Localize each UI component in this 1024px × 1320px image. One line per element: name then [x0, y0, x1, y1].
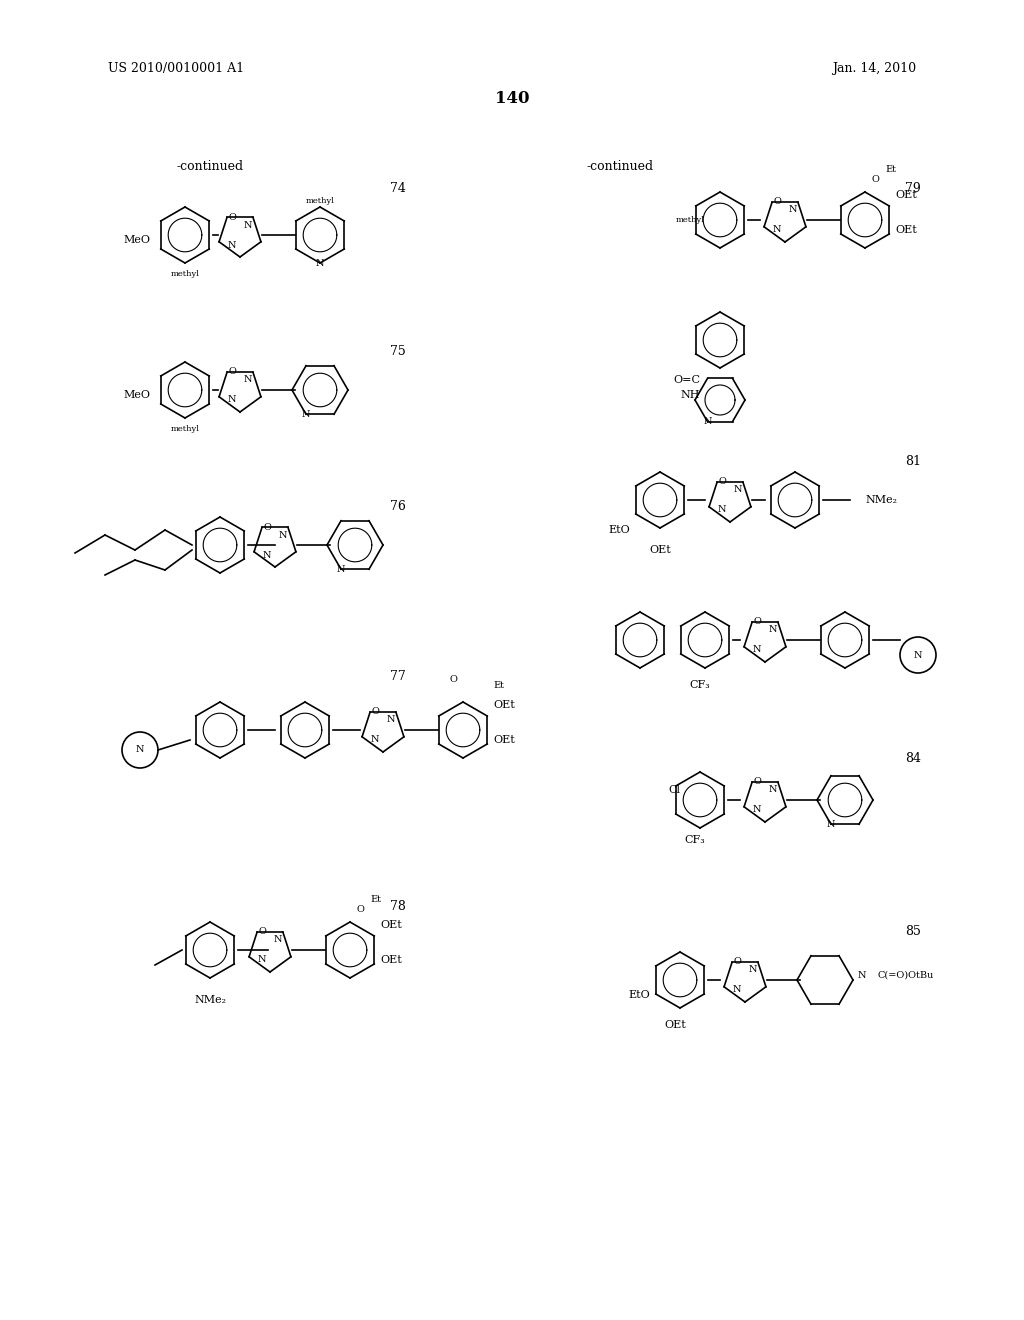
Text: O: O: [228, 367, 236, 376]
Text: N: N: [733, 986, 741, 994]
Text: O: O: [263, 523, 271, 532]
Text: methyl: methyl: [676, 216, 705, 224]
Text: N: N: [913, 651, 923, 660]
Text: N: N: [753, 805, 761, 814]
Text: CF₃: CF₃: [685, 836, 706, 845]
Text: C(=O)OtBu: C(=O)OtBu: [878, 970, 934, 979]
Text: Et: Et: [370, 895, 381, 904]
Text: 75: 75: [390, 345, 406, 358]
Text: NH: NH: [681, 389, 700, 400]
Text: 85: 85: [905, 925, 921, 939]
Text: N: N: [718, 506, 726, 515]
Text: N: N: [387, 715, 395, 725]
Text: O: O: [773, 198, 781, 206]
Text: N: N: [315, 259, 325, 268]
Text: N: N: [227, 240, 237, 249]
Text: N: N: [273, 936, 283, 945]
Text: O=C: O=C: [673, 375, 700, 385]
Text: N: N: [258, 956, 266, 965]
Text: N: N: [788, 206, 798, 214]
Text: N: N: [244, 220, 252, 230]
Text: MeO: MeO: [123, 235, 150, 246]
Text: US 2010/0010001 A1: US 2010/0010001 A1: [108, 62, 244, 75]
Text: MeO: MeO: [123, 389, 150, 400]
Text: O: O: [753, 618, 761, 627]
Text: N: N: [769, 626, 777, 635]
Text: OEt: OEt: [493, 700, 515, 710]
Text: O: O: [733, 957, 741, 966]
Text: N: N: [263, 550, 271, 560]
Text: N: N: [371, 735, 379, 744]
Text: OEt: OEt: [380, 920, 401, 931]
Text: 81: 81: [905, 455, 921, 469]
Text: methyl: methyl: [305, 197, 335, 205]
Text: N: N: [703, 417, 712, 426]
Text: N: N: [753, 645, 761, 655]
Text: NMe₂: NMe₂: [194, 995, 226, 1005]
Text: Et: Et: [885, 165, 896, 174]
Text: N: N: [734, 486, 742, 495]
Text: 76: 76: [390, 500, 406, 513]
Text: O: O: [871, 176, 879, 185]
Text: OEt: OEt: [895, 224, 916, 235]
Text: N: N: [136, 746, 144, 755]
Text: OEt: OEt: [649, 545, 671, 554]
Text: N: N: [773, 226, 781, 235]
Text: OEt: OEt: [493, 735, 515, 744]
Text: N: N: [858, 970, 866, 979]
Text: EtO: EtO: [629, 990, 650, 1001]
Text: CF₃: CF₃: [689, 680, 711, 690]
Text: OEt: OEt: [665, 1020, 686, 1030]
Text: -continued: -continued: [176, 160, 244, 173]
Text: O: O: [450, 676, 457, 685]
Text: Et: Et: [493, 681, 504, 689]
Text: N: N: [337, 565, 345, 574]
Text: N: N: [826, 820, 836, 829]
Text: methyl: methyl: [171, 271, 200, 279]
Text: N: N: [749, 965, 758, 974]
Text: O: O: [356, 906, 364, 915]
Text: 140: 140: [495, 90, 529, 107]
Text: 79: 79: [905, 182, 921, 195]
Text: 74: 74: [390, 182, 406, 195]
Text: N: N: [279, 531, 288, 540]
Text: O: O: [258, 928, 266, 936]
Text: 84: 84: [905, 752, 921, 766]
Text: O: O: [718, 478, 726, 487]
Text: Cl: Cl: [668, 785, 680, 795]
Text: Jan. 14, 2010: Jan. 14, 2010: [831, 62, 916, 75]
Text: OEt: OEt: [380, 954, 401, 965]
Text: 77: 77: [390, 671, 406, 682]
Text: N: N: [244, 375, 252, 384]
Text: N: N: [227, 396, 237, 404]
Text: EtO: EtO: [608, 525, 630, 535]
Text: NMe₂: NMe₂: [865, 495, 897, 506]
Text: 78: 78: [390, 900, 406, 913]
Text: N: N: [302, 409, 310, 418]
Text: methyl: methyl: [171, 425, 200, 433]
Text: N: N: [769, 785, 777, 795]
Text: O: O: [371, 708, 379, 717]
Text: OEt: OEt: [895, 190, 916, 201]
Text: -continued: -continued: [587, 160, 653, 173]
Text: O: O: [753, 777, 761, 787]
Text: O: O: [228, 213, 236, 222]
